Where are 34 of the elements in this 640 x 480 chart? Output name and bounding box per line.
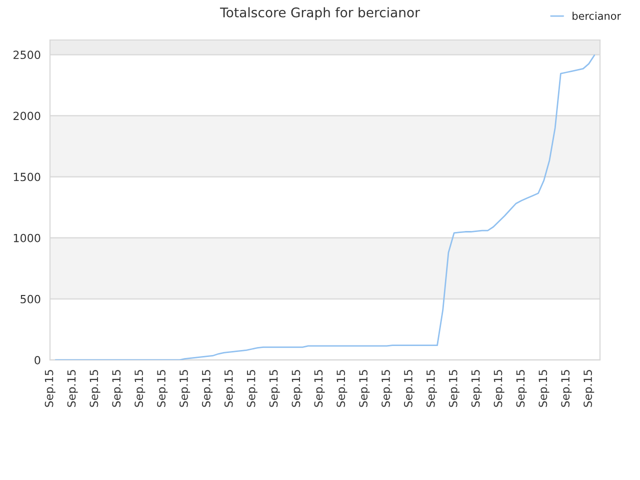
y-tick-label: 500 (20, 294, 40, 304)
x-tick-label: Sep.15 (404, 370, 415, 407)
x-tick-label: Sep.15 (382, 370, 392, 407)
x-tick-label: Sep.15 (180, 370, 190, 407)
x-tick-label: Sep.15 (112, 370, 123, 407)
x-tick-label: Sep.15 (584, 370, 594, 407)
line-series (54, 54, 596, 360)
chart-title: Totalscore Graph for bercianor (220, 7, 420, 20)
x-tick-label: Sep.15 (471, 370, 482, 407)
y-tick-label: 1500 (14, 172, 40, 182)
x-tick-label: Sep.15 (269, 370, 280, 407)
x-tick-label: Sep.15 (246, 370, 258, 407)
x-tick-label: Sep.15 (67, 370, 78, 407)
x-tick-label: Sep.15 (314, 370, 325, 407)
x-tick-label: Sep.15 (90, 370, 100, 407)
x-tick-label: Sep.15 (516, 370, 527, 407)
x-tick-label: Sep.15 (134, 370, 146, 407)
x-tick-label: Sep.15 (336, 370, 348, 407)
x-tick-label: Sep.15 (224, 370, 235, 407)
x-tick-label: Sep.15 (494, 370, 504, 407)
x-tick-label: Sep.15 (359, 370, 370, 407)
y-tick-label: 0 (34, 356, 40, 364)
y-tick-label: 2500 (14, 50, 40, 60)
x-tick-label: Sep.15 (448, 370, 460, 407)
legend-label: bercianor (572, 12, 622, 20)
y-tick-label: 2000 (14, 112, 40, 120)
x-tick-label: Sep.15 (538, 370, 550, 407)
y-tick-label: 1000 (14, 234, 40, 242)
x-tick-label: Sep.15 (426, 370, 438, 407)
x-tick-label: Sep.15 (202, 370, 213, 407)
x-tick-label: Sep.15 (292, 370, 302, 407)
x-tick-label: Sep.15 (44, 370, 56, 407)
x-tick-label: Sep.15 (561, 370, 572, 407)
x-tick-label: Sep.15 (157, 370, 168, 407)
